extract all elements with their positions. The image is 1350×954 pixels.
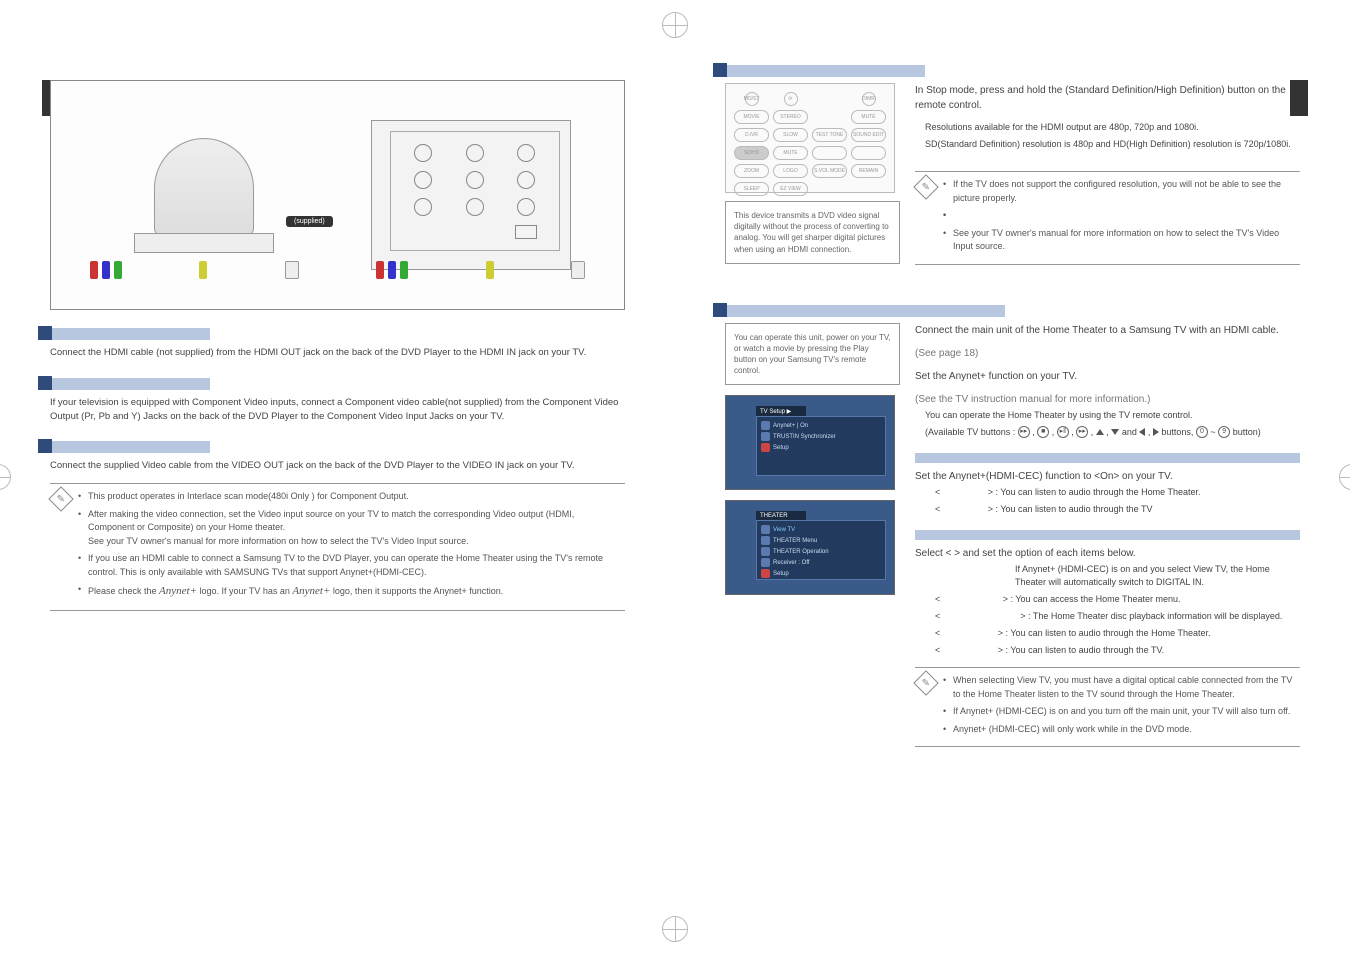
connection-diagram: (supplied) xyxy=(50,80,625,310)
anynet-step1: Connect the main unit of the Home Theate… xyxy=(915,323,1300,338)
hdmi-sidebar-note: This device transmits a DVD video signal… xyxy=(725,201,900,264)
cable-illustrations xyxy=(51,261,624,279)
anynet-logo-icon: Anynet+ xyxy=(159,585,197,597)
left-page: (supplied) Connect the HDMI cable (not s… xyxy=(0,0,675,954)
section-bar-composite xyxy=(50,441,210,453)
composite-connection-text: Connect the supplied Video cable from th… xyxy=(50,459,625,473)
hdmi-notes-box: ✎ If the TV does not support the configu… xyxy=(915,171,1300,265)
note-item: After making the video connection, set t… xyxy=(78,508,621,549)
anynet-row: You can operate this unit, power on your… xyxy=(725,323,1300,757)
num-button-icon: 0 xyxy=(1196,426,1208,438)
crop-mark-left xyxy=(0,464,11,490)
down-arrow-icon xyxy=(1111,429,1119,435)
note-item: If the TV does not support the configure… xyxy=(943,178,1296,205)
note-item: This product operates in Interlace scan … xyxy=(78,490,621,504)
component-connection-text: If your television is equipped with Comp… xyxy=(50,396,625,424)
hdmi-port-icon xyxy=(515,225,537,239)
app-option: < > : You can listen to audio through th… xyxy=(935,644,1300,657)
left-arrow-icon xyxy=(1139,428,1145,436)
prev-button-icon: ▸‖ xyxy=(1057,426,1069,438)
note-item: If Anynet+ (HDMI-CEC) is on and you turn… xyxy=(943,705,1296,719)
anynet-step1-ref: (See page 18) xyxy=(915,346,1300,361)
right-arrow-icon xyxy=(1153,428,1159,436)
crop-mark-right xyxy=(1339,464,1350,490)
hdmi-res-text: SD(Standard Definition) resolution is 48… xyxy=(925,138,1300,151)
remote-control-illustration: MO/ST⟳DIMR MOVIESTEREOMUTE D.lVRSLOWTEST… xyxy=(725,83,895,193)
app-option: < > : The Home Theater disc playback inf… xyxy=(935,610,1300,623)
anynet-sidebar-note: You can operate this unit, power on your… xyxy=(725,323,900,386)
note-icon: ✎ xyxy=(48,486,73,511)
note-item: Anynet+ (HDMI-CEC) will only work while … xyxy=(943,723,1296,737)
subsection-bar xyxy=(915,530,1300,540)
section-bar-hdmi xyxy=(50,328,210,340)
page-edge-tab xyxy=(1290,80,1308,116)
play-button-icon: ▸▸ xyxy=(1018,426,1030,438)
right-page: MO/ST⟳DIMR MOVIESTEREOMUTE D.lVRSLOWTEST… xyxy=(675,0,1350,954)
subsection-bar xyxy=(915,453,1300,463)
tv-back-illustration xyxy=(371,120,571,270)
note-icon: ✎ xyxy=(913,174,938,199)
num-button-icon: 9 xyxy=(1218,426,1230,438)
cec-option: < > : You can listen to audio through th… xyxy=(935,503,1300,516)
tv-menu-screenshot-1: TV Setup ▶ Anynet+ | On TRUSTIN Synchron… xyxy=(725,395,895,490)
note-icon: ✎ xyxy=(913,670,938,695)
hdmi-step-text: In Stop mode, press and hold the (Standa… xyxy=(915,83,1300,113)
up-arrow-icon xyxy=(1096,429,1104,435)
anynet-logo-icon: Anynet+ xyxy=(292,585,330,597)
left-notes-box: ✎ This product operates in Interlace sca… xyxy=(50,483,625,611)
note-item: When selecting View TV, you must have a … xyxy=(943,674,1296,701)
anynet-sub-text: (Available TV buttons : ▸▸ , ■ , ▸‖ , ▸▸… xyxy=(925,426,1300,439)
note-item: If you use an HDMI cable to connect a Sa… xyxy=(78,552,621,579)
app-option: < > : You can access the Home Theater me… xyxy=(935,593,1300,606)
application-sub: If Anynet+ (HDMI-CEC) is on and you sele… xyxy=(1015,563,1300,589)
app-option: < > : You can listen to audio through th… xyxy=(935,627,1300,640)
hdmi-res-text: Resolutions available for the HDMI outpu… xyxy=(925,121,1300,134)
dvd-player-illustration xyxy=(104,138,304,253)
section-bar-hdmi-function xyxy=(725,65,925,77)
stop-button-icon: ■ xyxy=(1037,426,1049,438)
anynet-sub-text: You can operate the Home Theater by usin… xyxy=(925,409,1300,422)
anynet-notes-box: ✎ When selecting View TV, you must have … xyxy=(915,667,1300,747)
anynet-step2-ref: (See the TV instruction manual for more … xyxy=(915,392,1300,407)
application-title: Select < > and set the option of each it… xyxy=(915,546,1300,561)
tv-menu-screenshot-2: THEATER View TV THEATER Menu THEATER Ope… xyxy=(725,500,895,595)
note-item: See your TV owner's manual for more info… xyxy=(943,227,1296,254)
cec-option: < > : You can listen to audio through th… xyxy=(935,486,1300,499)
supplied-label: (supplied) xyxy=(286,216,333,227)
note-item: Please check the Anynet+ logo. If your T… xyxy=(78,583,621,600)
next-button-icon: ▸▸ xyxy=(1076,426,1088,438)
hdmi-connection-text: Connect the HDMI cable (not supplied) fr… xyxy=(50,346,625,360)
section-bar-anynet xyxy=(725,305,1005,317)
anynet-step2: Set the Anynet+ function on your TV. xyxy=(915,369,1300,384)
cec-title: Set the Anynet+(HDMI-CEC) function to <O… xyxy=(915,469,1300,484)
hdmi-function-row: MO/ST⟳DIMR MOVIESTEREOMUTE D.lVRSLOWTEST… xyxy=(725,83,1300,275)
section-bar-component xyxy=(50,378,210,390)
